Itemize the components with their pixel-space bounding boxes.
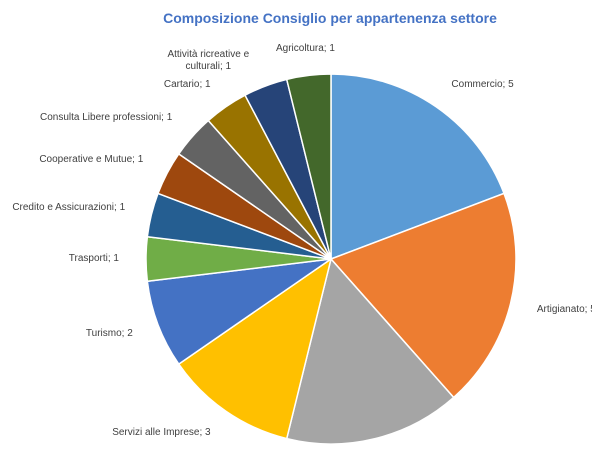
pie-slice <box>329 192 517 399</box>
slice-label: Trasporti; 1 <box>68 253 119 264</box>
slice-label: Commercio; 5 <box>451 78 514 90</box>
pie-slice <box>285 257 455 445</box>
chart-title: Composizione Consiglio per appartenenza … <box>163 10 497 26</box>
pie-slice <box>177 257 333 440</box>
slice-label: Turismo; 2 <box>85 328 133 340</box>
slice-label: Attività ricreative e culturali; 1 <box>167 48 250 72</box>
slice-label: Cartario; 1 <box>163 78 211 90</box>
slice-label: Servizi alle Imprese; 3 <box>112 427 211 439</box>
pie-slice <box>330 73 505 261</box>
pie-slice <box>285 73 332 260</box>
slice-label: Consulta Libere professioni; 1 <box>40 112 173 124</box>
slice-label: Agricoltura; 1 <box>275 42 335 54</box>
slice-label: Cooperative e Mutue; 1 <box>39 154 144 166</box>
slice-label: Artigianato; 5 <box>536 303 592 315</box>
slice-label: Credito e Assicurazioni; 1 <box>12 202 126 214</box>
